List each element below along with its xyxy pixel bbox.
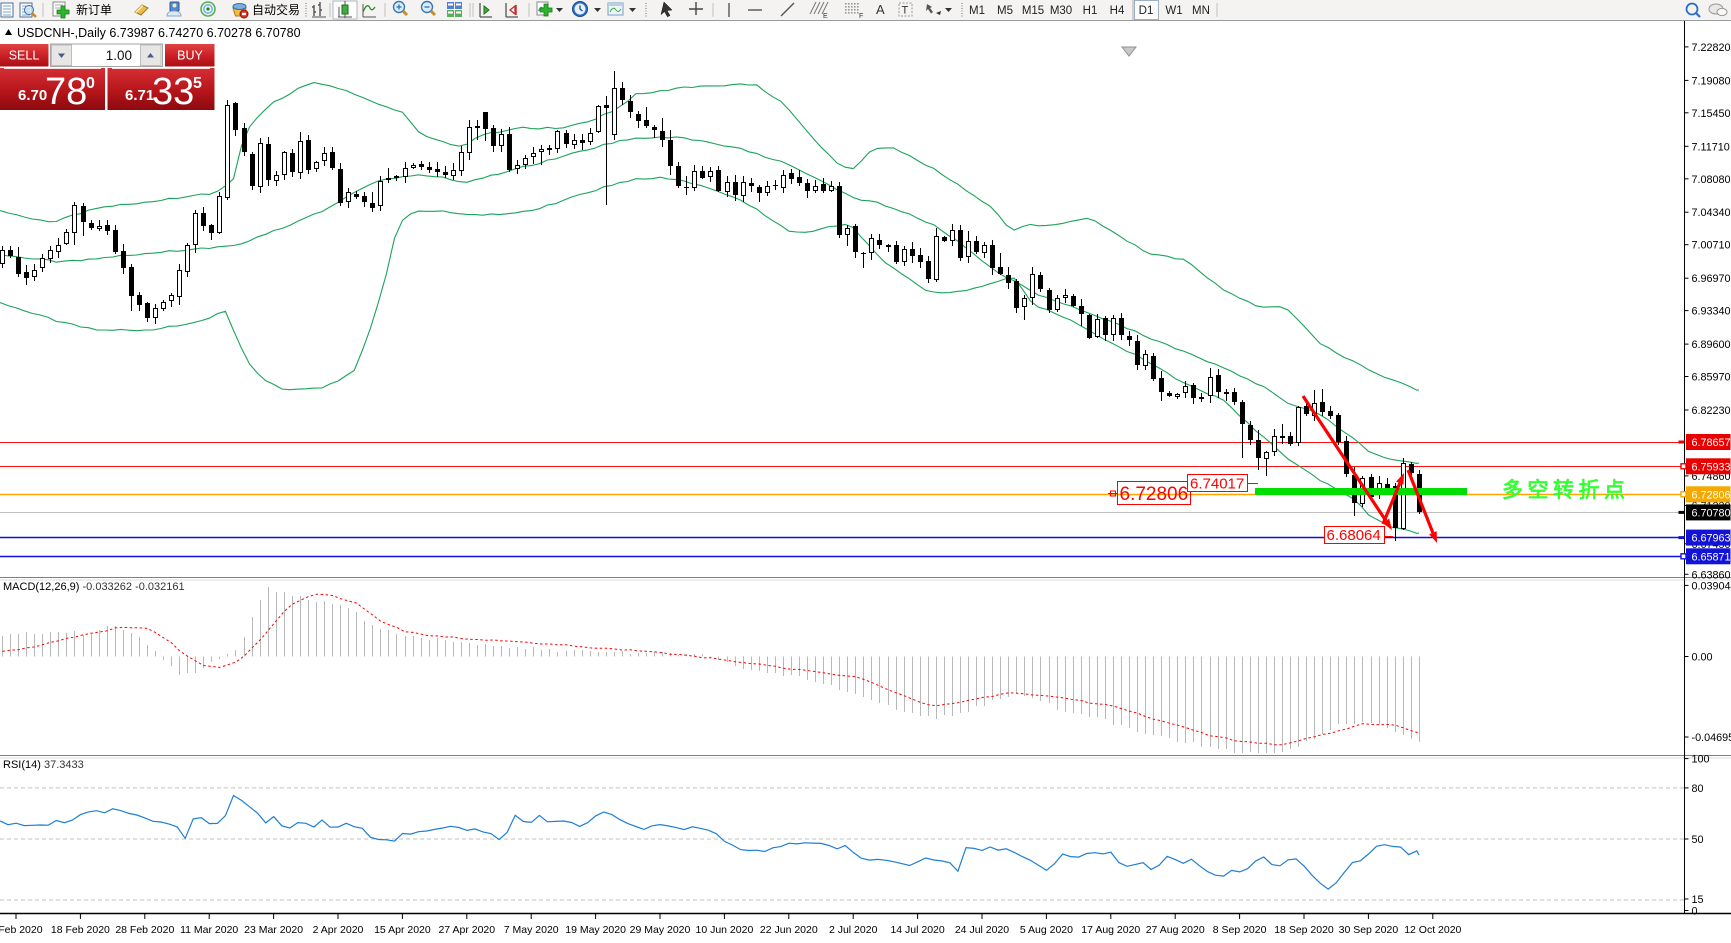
- svg-text:6.71: 6.71: [125, 87, 154, 104]
- svg-text:2 Apr 2020: 2 Apr 2020: [313, 924, 364, 936]
- svg-text:H4: H4: [1110, 5, 1125, 17]
- svg-text:19 May 2020: 19 May 2020: [565, 924, 626, 936]
- svg-text:27 Aug 2020: 27 Aug 2020: [1146, 924, 1205, 936]
- svg-text:15: 15: [1692, 894, 1704, 906]
- svg-text:7.19080: 7.19080: [1692, 75, 1731, 87]
- svg-text:100: 100: [1692, 754, 1710, 766]
- svg-text:6.72806: 6.72806: [1692, 489, 1731, 501]
- svg-text:A: A: [876, 2, 885, 17]
- svg-text:MN: MN: [1192, 5, 1210, 17]
- svg-text:6.72806: 6.72806: [1120, 484, 1189, 505]
- svg-text:23 Mar 2020: 23 Mar 2020: [244, 924, 303, 936]
- svg-text:15 Apr 2020: 15 Apr 2020: [374, 924, 431, 936]
- svg-text:7.04340: 7.04340: [1692, 207, 1731, 219]
- svg-text:6.70780: 6.70780: [1692, 507, 1731, 519]
- svg-text:0: 0: [1692, 906, 1698, 918]
- svg-text:29 May 2020: 29 May 2020: [630, 924, 691, 936]
- svg-text:F: F: [859, 13, 863, 20]
- svg-text:7 May 2020: 7 May 2020: [504, 924, 559, 936]
- svg-text:12 Oct 2020: 12 Oct 2020: [1404, 924, 1461, 936]
- svg-text:7.22820: 7.22820: [1692, 42, 1731, 54]
- svg-text:6.68064: 6.68064: [1327, 527, 1381, 544]
- svg-text:MACD(12,26,9) -0.033262 -0.032: MACD(12,26,9) -0.033262 -0.032161: [3, 581, 185, 593]
- svg-text:80: 80: [1692, 783, 1704, 795]
- svg-text:自动交易: 自动交易: [252, 2, 300, 17]
- svg-text:7.00710: 7.00710: [1692, 240, 1731, 252]
- svg-text:5 Aug 2020: 5 Aug 2020: [1020, 924, 1073, 936]
- svg-text:USDCNH-,Daily 6.73987 6.74270: USDCNH-,Daily 6.73987 6.74270 6.70278 6.…: [17, 26, 301, 40]
- svg-text:6.70: 6.70: [18, 87, 47, 104]
- svg-text:10 Jun 2020: 10 Jun 2020: [695, 924, 753, 936]
- svg-text:24 Jul 2020: 24 Jul 2020: [955, 924, 1009, 936]
- svg-text:27 Apr 2020: 27 Apr 2020: [438, 924, 495, 936]
- svg-text:6.78657: 6.78657: [1692, 437, 1731, 449]
- svg-text:M15: M15: [1022, 5, 1044, 17]
- svg-text:7.15450: 7.15450: [1692, 108, 1731, 120]
- svg-text:RSI(14) 37.3433: RSI(14) 37.3433: [3, 759, 84, 771]
- svg-text:0: 0: [86, 75, 95, 92]
- svg-text:7.11710: 7.11710: [1692, 141, 1730, 153]
- svg-text:28 Feb 2020: 28 Feb 2020: [115, 924, 174, 936]
- svg-text:30 Sep 2020: 30 Sep 2020: [1339, 924, 1399, 936]
- svg-text:M5: M5: [997, 5, 1013, 17]
- svg-text:H1: H1: [1083, 5, 1098, 17]
- svg-text:6.75933: 6.75933: [1692, 461, 1731, 473]
- svg-text:6.67963: 6.67963: [1692, 533, 1731, 545]
- svg-text:18 Feb 2020: 18 Feb 2020: [51, 924, 110, 936]
- svg-text:14 Jul 2020: 14 Jul 2020: [890, 924, 944, 936]
- svg-text:0.039044: 0.039044: [1692, 580, 1731, 592]
- svg-text:18 Sep 2020: 18 Sep 2020: [1274, 924, 1334, 936]
- svg-text:6.63860: 6.63860: [1692, 569, 1731, 581]
- svg-text:22 Jun 2020: 22 Jun 2020: [760, 924, 818, 936]
- svg-text:6.96970: 6.96970: [1692, 273, 1731, 285]
- svg-text:17 Aug 2020: 17 Aug 2020: [1081, 924, 1140, 936]
- svg-text:1.00: 1.00: [106, 48, 132, 63]
- svg-text:BUY: BUY: [177, 49, 203, 63]
- svg-text:E: E: [823, 13, 828, 20]
- svg-text:SELL: SELL: [9, 49, 40, 63]
- svg-text:W1: W1: [1165, 5, 1182, 17]
- svg-text:6.93340: 6.93340: [1692, 306, 1731, 318]
- svg-text:7.08080: 7.08080: [1692, 174, 1731, 186]
- svg-text:0.00: 0.00: [1692, 652, 1713, 664]
- svg-text:5 Feb 2020: 5 Feb 2020: [0, 924, 43, 936]
- svg-text:6.74017: 6.74017: [1190, 476, 1244, 493]
- svg-text:2 Jul 2020: 2 Jul 2020: [829, 924, 878, 936]
- svg-text:33: 33: [152, 71, 194, 113]
- svg-text:6.85970: 6.85970: [1692, 372, 1731, 384]
- svg-text:6.82230: 6.82230: [1692, 405, 1731, 417]
- svg-text:T: T: [902, 5, 909, 17]
- svg-text:5: 5: [193, 75, 202, 92]
- svg-text:8 Sep 2020: 8 Sep 2020: [1213, 924, 1267, 936]
- svg-text:50: 50: [1692, 834, 1704, 846]
- svg-text:新订单: 新订单: [76, 2, 112, 17]
- svg-text:78: 78: [45, 71, 87, 113]
- svg-text:多空转折点: 多空转折点: [1502, 478, 1630, 502]
- svg-text:6.89600: 6.89600: [1692, 339, 1731, 351]
- svg-text:-0.046959: -0.046959: [1692, 732, 1731, 744]
- svg-text:M1: M1: [969, 5, 985, 17]
- svg-text:6.65871: 6.65871: [1692, 551, 1731, 563]
- svg-text:D1: D1: [1139, 5, 1154, 17]
- svg-text:11 Mar 2020: 11 Mar 2020: [180, 924, 238, 936]
- svg-text:M30: M30: [1050, 5, 1072, 17]
